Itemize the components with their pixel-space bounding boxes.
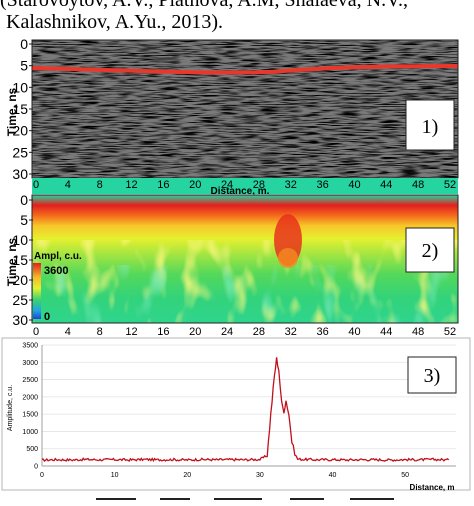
- line-chart-y-tick-label: 500: [26, 446, 38, 453]
- panel-1-x-tick-label: 16: [157, 179, 169, 191]
- panel-1-x-tick-label: 44: [380, 179, 392, 191]
- panel-1-y-tick-label: 0: [20, 36, 28, 52]
- panel-3-ylabel: Amplitude, c.u.: [7, 385, 14, 431]
- panel-2-x-tick-label: 12: [125, 326, 137, 338]
- panel-2-x-tick-label: 44: [380, 326, 392, 338]
- line-chart-x-tick-label: 10: [111, 472, 119, 479]
- panel-2-x-tick-label: 24: [221, 326, 233, 338]
- panel-1-y-tick-label: 15: [12, 101, 28, 117]
- panel-2-y-ticks: 0 5 10 15 20 25 30: [12, 192, 33, 328]
- panel-1-x-tick-label: 48: [412, 179, 424, 191]
- panel-1-x-axis-band: [32, 178, 458, 194]
- radargram-texture: [32, 40, 458, 178]
- panel-2-x-tick-label: 0: [33, 326, 39, 338]
- panel-1-label: 1): [422, 116, 439, 138]
- line-chart-x-tick-label: 40: [329, 472, 337, 479]
- panel-2-x-tick-label: 40: [348, 326, 360, 338]
- panel-1-x-tick-label: 0: [33, 179, 39, 191]
- panel-1-label-box: [405, 99, 455, 151]
- amplitude-series-line: [41, 357, 450, 463]
- panel-1-x-ticks: 0 4 8 12 16 20 24 28 32 36 40 44 48 52: [33, 179, 456, 191]
- line-chart-y-tick-label: 3500: [22, 343, 38, 350]
- panel-1-xlabel: Distance, m.: [211, 186, 270, 197]
- panel-1-y-tick-label: 25: [12, 144, 28, 160]
- caption-line-2: Kalashnikov, A.Yu., 2013).: [6, 11, 224, 33]
- legend-title: Ampl, c.u.: [34, 251, 82, 262]
- cropped-footer-text: [0, 494, 474, 506]
- panel-2-y-tick-label: 30: [12, 312, 28, 328]
- panel-2-x-tick-label: 8: [97, 326, 103, 338]
- panel-2-x-tick-label: 28: [253, 326, 265, 338]
- panel-3-label-box: [407, 356, 457, 394]
- line-chart-y-tick-label: 3000: [22, 360, 38, 367]
- panel-2-x-tick-label: 20: [189, 326, 201, 338]
- panel-1-x-tick-label: 8: [97, 179, 103, 191]
- line-chart-y-tick-label: 2000: [22, 394, 38, 401]
- panel-1-y-tick-label: 30: [12, 166, 28, 182]
- line-chart-y-tick-label: 1000: [22, 429, 38, 436]
- panel-2-ylabel: Time, ns: [5, 237, 19, 286]
- panel-2-y-tick-label: 0: [20, 192, 28, 208]
- panel-2-label: 2): [422, 240, 439, 262]
- panel-2-x-tick-label: 32: [285, 326, 297, 338]
- legend-min: 0: [44, 311, 50, 323]
- panel-1-x-tick-label: 52: [444, 179, 456, 191]
- line-chart-x-tick-label: 30: [256, 472, 264, 479]
- panel-2-label-box: [405, 227, 455, 273]
- panel-2-y-tick-label: 10: [12, 232, 28, 248]
- line-chart-x-tick-label: 0: [40, 472, 44, 479]
- line-chart-y-tick-label: 0: [34, 464, 38, 471]
- line-chart-x-ticks: 0 10 20 30 40 50: [40, 472, 409, 479]
- panel-2-y-tick-label: 15: [12, 252, 28, 268]
- panel-2-x-tick-label: 4: [65, 326, 71, 338]
- line-chart-y-ticks: 0 500 1000 1500 2000 2500 3000 3500: [22, 343, 38, 471]
- panel-1-x-tick-label: 20: [189, 179, 201, 191]
- panel-2-x-tick-label: 16: [157, 326, 169, 338]
- panel-1-y-tick-label: 5: [20, 58, 28, 74]
- panel-1-x-tick-label: 32: [285, 179, 297, 191]
- horizon-line: [31, 64, 459, 75]
- panel-2-y-tick-label: 5: [20, 212, 28, 228]
- panel-1-y-tick-label: 20: [12, 123, 28, 139]
- panel-3: 0 500 1000 1500 2000 2500 3000 3500 0 10 20 30 40 50…: [1, 337, 471, 492]
- panel-3-label: 3): [424, 365, 441, 387]
- panel-1-ylabel: Time, ns: [5, 87, 19, 136]
- panel-3-xlabel: Distance, m: [410, 483, 455, 492]
- line-chart-y-tick-label: 1500: [22, 412, 38, 419]
- panel-1-x-tick-label: 24: [221, 179, 233, 191]
- line-chart-x-tick-label: 20: [183, 472, 191, 479]
- amplitude-green-blobs: [32, 265, 458, 323]
- amplitude-frame: [31, 194, 459, 324]
- panel-1-x-tick-label: 12: [125, 179, 137, 191]
- panel-2-x-ticks: 0 4 8 12 16 20 24 28 32 36 40 44 48 52: [33, 326, 456, 338]
- panel-2-x-tick-label: 48: [412, 326, 424, 338]
- panel-1-x-tick-label: 4: [65, 179, 71, 191]
- panel-2-x-tick-label: 36: [316, 326, 328, 338]
- panel-1-y-tick-label: 10: [12, 79, 28, 95]
- panel-1-y-ticks: 0 5 10 15 20 25 30: [12, 36, 33, 182]
- line-chart-x-tick-label: 50: [401, 472, 409, 479]
- panel-1-x-tick-label: 36: [316, 179, 328, 191]
- legend-color-bar: [33, 263, 41, 319]
- panel-2-y-tick-label: 20: [12, 272, 28, 288]
- panel-1-x-tick-label: 40: [348, 179, 360, 191]
- panel-2-x-tick-label: 52: [444, 326, 456, 338]
- panel-2-y-tick-label: 25: [12, 292, 28, 308]
- line-chart-y-tick-label: 2500: [22, 377, 38, 384]
- legend-max: 3600: [44, 265, 68, 277]
- caption-line-1: (Starovoytov, A.V., Platnova, A.M, Shala…: [0, 0, 408, 11]
- amplitude-anomaly-edge: [278, 248, 298, 268]
- panel-1-x-tick-label: 28: [253, 179, 265, 191]
